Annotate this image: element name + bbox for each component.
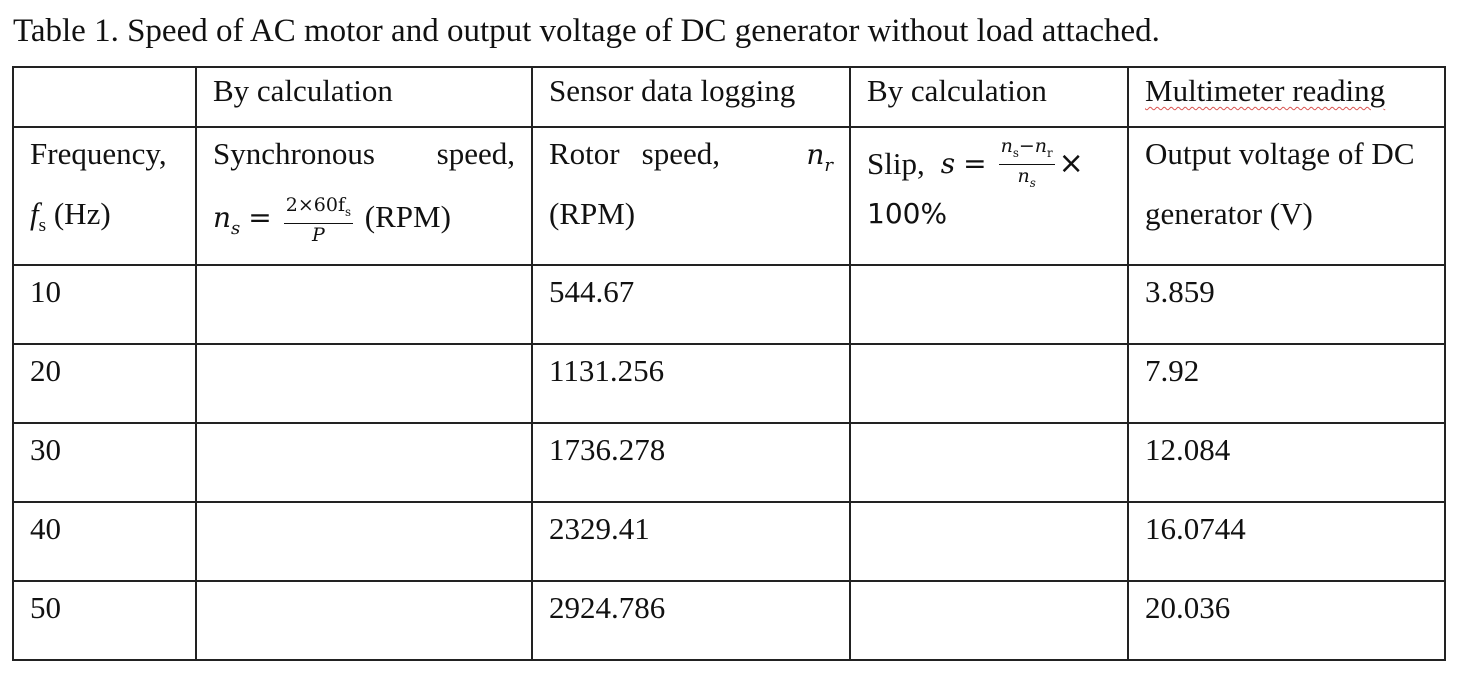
cell-slip	[849, 580, 1129, 661]
cell-voltage: 16.0744	[1127, 501, 1446, 582]
group-header-multimeter: Multimeter reading	[1127, 66, 1446, 128]
cell-slip	[849, 422, 1129, 503]
table-row: 50 2924.786 20.036	[12, 580, 1446, 661]
header-slip-formula: Slip, s = ns−nr ns ×	[867, 128, 1111, 194]
cell-rotor-speed: 2924.786	[531, 580, 851, 661]
cell-sync-speed	[195, 580, 533, 661]
cell-slip	[849, 264, 1129, 345]
table-caption: Table 1. Speed of AC motor and output vo…	[13, 13, 1160, 49]
cell-sync-speed	[195, 422, 533, 503]
header-sync-speed-formula: ns = 2×60fs P (RPM)	[213, 194, 451, 246]
column-header-row: Frequency, fs (Hz) Synchronous speed, ns =…	[12, 126, 1446, 266]
cell-slip	[849, 343, 1129, 424]
group-header-empty	[12, 66, 197, 128]
cell-frequency: 10	[12, 264, 197, 345]
header-frequency-label: Frequency,	[30, 136, 167, 171]
header-output-voltage-label: Output voltage of DC	[1145, 136, 1415, 171]
group-header-calc-sync: By calculation	[195, 66, 533, 128]
header-output-voltage-unit: generator (V)	[1145, 196, 1313, 231]
header-sync-speed-label: Synchronous speed,	[213, 136, 515, 171]
cell-rotor-speed: 1736.278	[531, 422, 851, 503]
cell-frequency: 40	[12, 501, 197, 582]
sync-speed-fraction: 2×60fs P	[283, 194, 354, 246]
group-header-calc-slip: By calculation	[849, 66, 1129, 128]
header-slip-percent: 100%	[867, 197, 948, 230]
group-header-sensor: Sensor data logging	[531, 66, 851, 128]
cell-frequency: 20	[12, 343, 197, 424]
data-table: By calculation Sensor data logging By ca…	[12, 66, 1446, 661]
header-slip: Slip, s = ns−nr ns × 100%	[849, 126, 1129, 266]
cell-sync-speed	[195, 501, 533, 582]
header-frequency: Frequency, fs (Hz)	[12, 126, 197, 266]
header-rotor-speed: Rotor speed, nr (RPM)	[531, 126, 851, 266]
header-rotor-speed-unit: (RPM)	[549, 196, 636, 231]
table-row: 40 2329.41 16.0744	[12, 501, 1446, 582]
header-output-voltage: Output voltage of DC generator (V)	[1127, 126, 1446, 266]
cell-slip	[849, 501, 1129, 582]
cell-rotor-speed: 544.67	[531, 264, 851, 345]
table-row: 30 1736.278 12.084	[12, 422, 1446, 503]
table-row: 10 544.67 3.859	[12, 264, 1446, 345]
header-rotor-speed-label: Rotor speed, nr	[549, 136, 833, 177]
header-frequency-unit-line: fs (Hz)	[30, 196, 111, 237]
cell-rotor-speed: 2329.41	[531, 501, 851, 582]
slip-fraction: ns−nr ns	[998, 134, 1055, 190]
cell-voltage: 12.084	[1127, 422, 1446, 503]
group-header-row: By calculation Sensor data logging By ca…	[12, 66, 1446, 128]
multimeter-word: Multimeter reading	[1145, 73, 1386, 108]
cell-sync-speed	[195, 343, 533, 424]
cell-voltage: 7.92	[1127, 343, 1446, 424]
cell-rotor-speed: 1131.256	[531, 343, 851, 424]
cell-voltage: 3.859	[1127, 264, 1446, 345]
cell-sync-speed	[195, 264, 533, 345]
table-row: 20 1131.256 7.92	[12, 343, 1446, 424]
cell-voltage: 20.036	[1127, 580, 1446, 661]
cell-frequency: 50	[12, 580, 197, 661]
cell-frequency: 30	[12, 422, 197, 503]
header-sync-speed: Synchronous speed, ns = 2×60fs P (RPM)	[195, 126, 533, 266]
